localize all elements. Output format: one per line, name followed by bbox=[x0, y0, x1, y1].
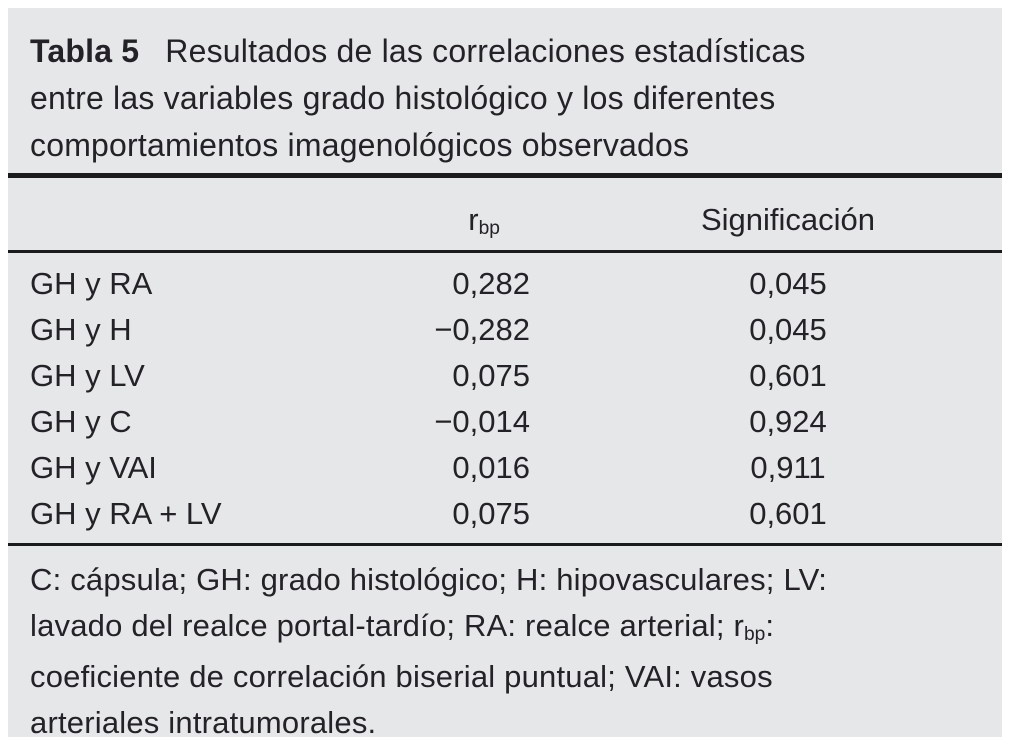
row-label: GH y C bbox=[30, 404, 132, 439]
rbp-value: 0,282 bbox=[452, 266, 530, 301]
row-label: GH y RA + LV bbox=[30, 496, 222, 531]
table-figure-panel: Tabla 5 Resultados de las correlaciones e… bbox=[8, 8, 1002, 740]
table-row: GH y C −0,014 0,924 bbox=[30, 399, 980, 445]
table-caption: Resultados de las correlaciones estadíst… bbox=[30, 33, 806, 163]
rule-body-bottom bbox=[8, 543, 1002, 546]
sig-value: 0,045 bbox=[749, 266, 827, 301]
sig-value: 0,924 bbox=[749, 404, 827, 439]
row-label: GH y H bbox=[30, 312, 132, 347]
table-row: GH y RA 0,282 0,045 bbox=[30, 261, 980, 307]
col-header-rbp: rbp bbox=[390, 202, 530, 240]
row-label: GH y LV bbox=[30, 358, 145, 393]
rule-top bbox=[8, 173, 1002, 178]
footnote-text-before-rbp: C: cápsula; GH: grado histológico; H: hi… bbox=[30, 562, 828, 643]
sig-value: 0,601 bbox=[749, 496, 827, 531]
rbp-value: 0,016 bbox=[452, 450, 530, 485]
sig-value: 0,045 bbox=[749, 312, 827, 347]
table-row: GH y H −0,282 0,045 bbox=[30, 307, 980, 353]
rbp-value: 0,075 bbox=[452, 496, 530, 531]
rbp-value: 0,075 bbox=[452, 358, 530, 393]
row-label: GH y VAI bbox=[30, 450, 157, 485]
rbp-value: −0,282 bbox=[434, 312, 530, 347]
table-number: Tabla 5 bbox=[30, 33, 140, 69]
sig-value: 0,601 bbox=[749, 358, 827, 393]
table-title: Tabla 5 Resultados de las correlaciones e… bbox=[8, 8, 890, 169]
row-label: GH y RA bbox=[30, 266, 153, 301]
col-header-significacion: Significación bbox=[700, 202, 876, 237]
rule-header-bottom bbox=[8, 250, 1002, 253]
rbp-subscript: bp bbox=[478, 218, 500, 240]
table-body: GH y RA 0,282 0,045 GH y H −0,282 0,045 … bbox=[8, 253, 1002, 543]
table-footnote: C: cápsula; GH: grado histológico; H: hi… bbox=[8, 546, 930, 746]
table-row: GH y VAI 0,016 0,911 bbox=[30, 445, 980, 491]
footnote-text-after-rbp: : coeficiente de correlación biserial pu… bbox=[30, 608, 775, 740]
table-row: GH y LV 0,075 0,601 bbox=[30, 353, 980, 399]
rbp-value: −0,014 bbox=[434, 404, 530, 439]
footnote-rbp-subscript: bp bbox=[744, 624, 766, 646]
table-header-row: rbp Significación bbox=[30, 178, 980, 250]
rbp-base: r bbox=[468, 202, 479, 237]
sig-value: 0,911 bbox=[750, 450, 826, 485]
table-row: GH y RA + LV 0,075 0,601 bbox=[30, 491, 980, 537]
